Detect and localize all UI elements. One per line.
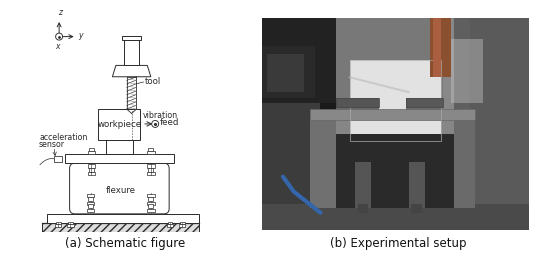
Bar	[54, 156, 62, 162]
Bar	[147, 172, 155, 175]
Bar	[87, 202, 95, 205]
Bar	[98, 109, 140, 140]
Circle shape	[152, 120, 159, 127]
Bar	[409, 162, 425, 208]
Bar	[310, 115, 336, 208]
Text: tool: tool	[144, 77, 161, 86]
Bar	[88, 172, 95, 175]
Bar	[55, 224, 61, 227]
Text: (a) Schematic figure: (a) Schematic figure	[65, 237, 186, 250]
Bar	[267, 54, 304, 92]
Bar	[56, 222, 61, 224]
Bar	[87, 209, 95, 212]
Bar	[310, 109, 475, 120]
Bar	[336, 99, 379, 107]
Bar	[350, 60, 441, 141]
Bar	[148, 148, 153, 151]
Bar	[87, 194, 95, 197]
Bar	[147, 151, 155, 155]
Bar	[328, 134, 467, 208]
Bar	[47, 214, 199, 223]
Bar	[122, 36, 141, 40]
Bar	[88, 164, 95, 168]
Bar	[147, 164, 155, 168]
Bar	[358, 204, 368, 213]
Bar	[262, 204, 529, 230]
Bar	[67, 224, 74, 227]
Bar	[315, 117, 470, 179]
Bar	[443, 18, 529, 177]
Bar	[336, 99, 379, 115]
Bar	[470, 18, 529, 230]
Text: sensor: sensor	[39, 140, 65, 149]
Bar	[124, 39, 139, 66]
Text: feed: feed	[160, 118, 179, 127]
Bar	[350, 60, 441, 141]
Bar	[88, 204, 93, 208]
Bar	[180, 222, 185, 224]
Bar	[106, 140, 134, 155]
Bar	[430, 18, 451, 77]
Bar	[148, 197, 153, 201]
Bar	[167, 224, 173, 227]
Bar	[433, 18, 441, 77]
Polygon shape	[112, 66, 151, 77]
Bar	[68, 222, 73, 224]
Bar	[148, 168, 153, 172]
Text: x: x	[56, 42, 60, 51]
Bar	[88, 197, 93, 201]
Bar	[262, 18, 336, 103]
Text: z: z	[58, 9, 62, 17]
Bar	[148, 204, 153, 208]
Bar	[411, 204, 422, 213]
Bar	[147, 202, 155, 205]
Bar	[406, 99, 443, 115]
Bar	[262, 18, 320, 230]
Bar	[127, 77, 137, 109]
Text: y: y	[78, 31, 83, 40]
Bar	[89, 148, 94, 151]
Bar	[355, 162, 371, 208]
Bar	[320, 18, 470, 230]
Bar	[310, 113, 475, 183]
Text: (b) Experimental setup: (b) Experimental setup	[329, 237, 466, 250]
Bar	[89, 168, 94, 172]
Text: workpiece: workpiece	[97, 120, 142, 129]
Bar	[454, 115, 475, 208]
Bar	[262, 46, 315, 99]
Bar	[147, 209, 155, 212]
Bar	[88, 151, 95, 155]
Bar	[179, 224, 185, 227]
Bar	[65, 155, 174, 163]
Bar	[406, 99, 443, 107]
Bar	[42, 223, 199, 232]
Bar	[451, 39, 483, 103]
FancyBboxPatch shape	[69, 163, 169, 214]
Text: vibration: vibration	[143, 111, 178, 120]
Bar	[147, 194, 155, 197]
Bar	[168, 222, 172, 224]
Bar	[454, 18, 529, 113]
Text: flexure: flexure	[105, 186, 135, 195]
Text: acceleration: acceleration	[39, 133, 88, 142]
Bar	[262, 18, 336, 113]
Circle shape	[56, 33, 62, 40]
